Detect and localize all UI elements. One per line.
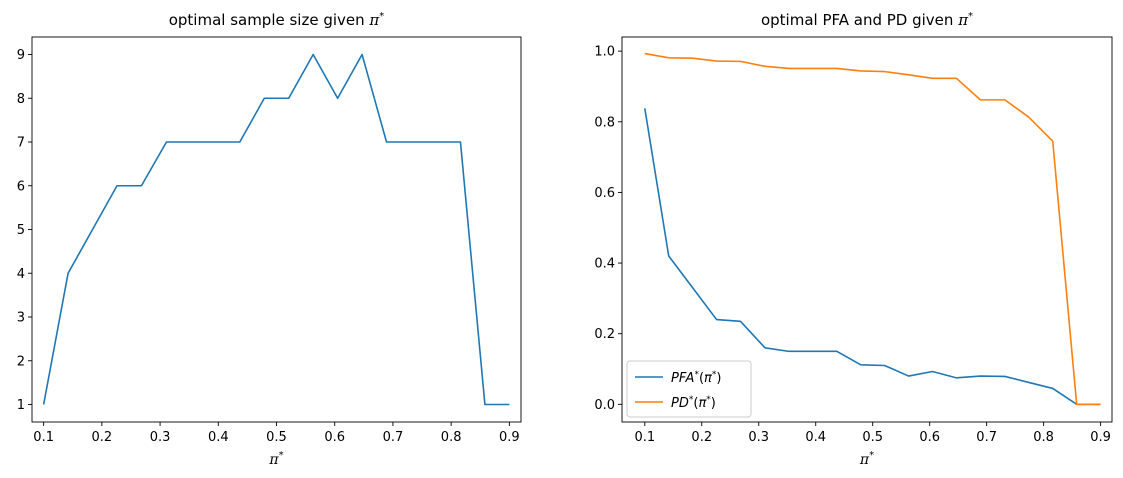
y-tick-label: 2 <box>17 354 25 369</box>
plot-frame-2 <box>621 36 1113 423</box>
x-tick-label: 0.6 <box>324 430 345 445</box>
legend-box <box>626 360 752 418</box>
y-tick-label: 6 <box>17 179 25 194</box>
x-axis-label-1: π* <box>268 450 283 468</box>
series-line-pd <box>644 52 1101 406</box>
y-tick-label: 5 <box>17 223 25 238</box>
y-tick-label: 0.2 <box>594 327 615 342</box>
x-tick-label: 0.5 <box>266 430 287 445</box>
legend-label-pd: PD*(π*) <box>671 395 716 411</box>
chart-title-2: optimal PFA and PD given π* <box>761 11 973 29</box>
y-tick-label: 0.0 <box>594 398 615 413</box>
y-tick-label: 0.8 <box>594 115 615 130</box>
x-tick-label: 0.1 <box>634 430 655 445</box>
x-tick-label: 0.9 <box>1090 430 1111 445</box>
x-tick-label: 0.7 <box>976 430 997 445</box>
x-tick-label: 0.2 <box>92 430 113 445</box>
y-tick-label: 1 <box>17 398 25 413</box>
y-tick-label: 4 <box>17 267 25 282</box>
x-tick-label: 0.8 <box>441 430 462 445</box>
y-tick-label: 1.0 <box>594 45 615 60</box>
y-tick-label: 3 <box>17 311 25 326</box>
x-tick-label: 0.8 <box>1033 430 1054 445</box>
x-tick-label: 0.4 <box>208 430 229 445</box>
plot-frame-1 <box>31 36 522 423</box>
x-tick-label: 0.1 <box>33 430 54 445</box>
x-tick-label: 0.4 <box>805 430 826 445</box>
y-tick-label: 7 <box>17 136 25 151</box>
x-tick-label: 0.2 <box>691 430 712 445</box>
x-tick-label: 0.9 <box>499 430 520 445</box>
y-tick-label: 0.4 <box>594 257 615 272</box>
y-tick-label: 8 <box>17 92 25 107</box>
y-tick-label: 9 <box>17 48 25 63</box>
series-line-pfa <box>644 108 1101 406</box>
chart-title-1: optimal sample size given π* <box>169 11 385 29</box>
x-tick-label: 0.3 <box>748 430 769 445</box>
x-tick-label: 0.7 <box>383 430 404 445</box>
legend-label-pfa: PFA*(π*) <box>671 370 721 386</box>
series-line-panel1-1 <box>42 53 510 406</box>
x-tick-label: 0.6 <box>919 430 940 445</box>
x-tick-label: 0.3 <box>150 430 171 445</box>
x-tick-label: 0.5 <box>862 430 883 445</box>
x-axis-label-2: π* <box>859 450 874 468</box>
y-tick-label: 0.6 <box>594 186 615 201</box>
